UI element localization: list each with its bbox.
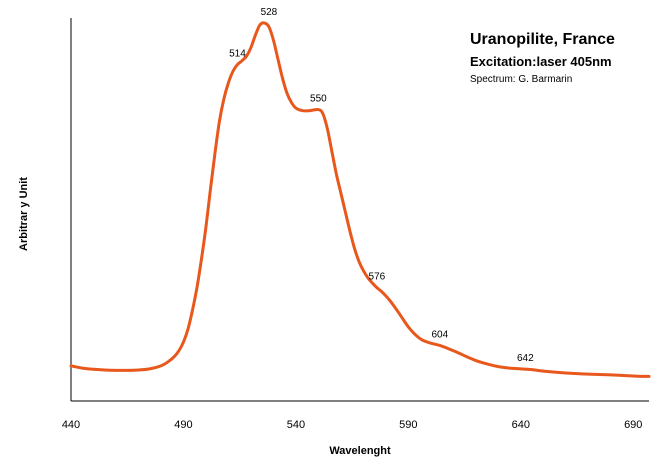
y-axis-title: Arbitrar y Unit (18, 177, 30, 251)
x-tick-labels: 440 490 540 590 640 690 (62, 419, 643, 431)
x-tick-label: 490 (174, 419, 192, 431)
x-tick-label: 640 (512, 419, 530, 431)
x-axis-title: Wavelenght (329, 445, 391, 457)
x-tick-label: 590 (399, 419, 417, 431)
peak-label: 550 (310, 94, 327, 105)
chart-credit: Spectrum: G. Barmarin (470, 74, 572, 85)
peak-label: 604 (431, 329, 448, 340)
x-tick-label: 440 (62, 419, 80, 431)
x-tick-label: 540 (287, 419, 305, 431)
peak-label: 642 (517, 353, 534, 364)
peak-label: 514 (229, 49, 246, 60)
x-tick-label: 690 (624, 419, 642, 431)
peak-label: 528 (261, 7, 278, 18)
chart-subtitle: Excitation:laser 405nm (470, 54, 612, 69)
spectrum-line (69, 21, 651, 378)
chart-title: Uranopilite, France (470, 31, 615, 48)
axes (70, 18, 649, 402)
peak-labels: 528 514 550 576 604 642 (229, 7, 534, 364)
peak-label: 576 (369, 272, 386, 283)
